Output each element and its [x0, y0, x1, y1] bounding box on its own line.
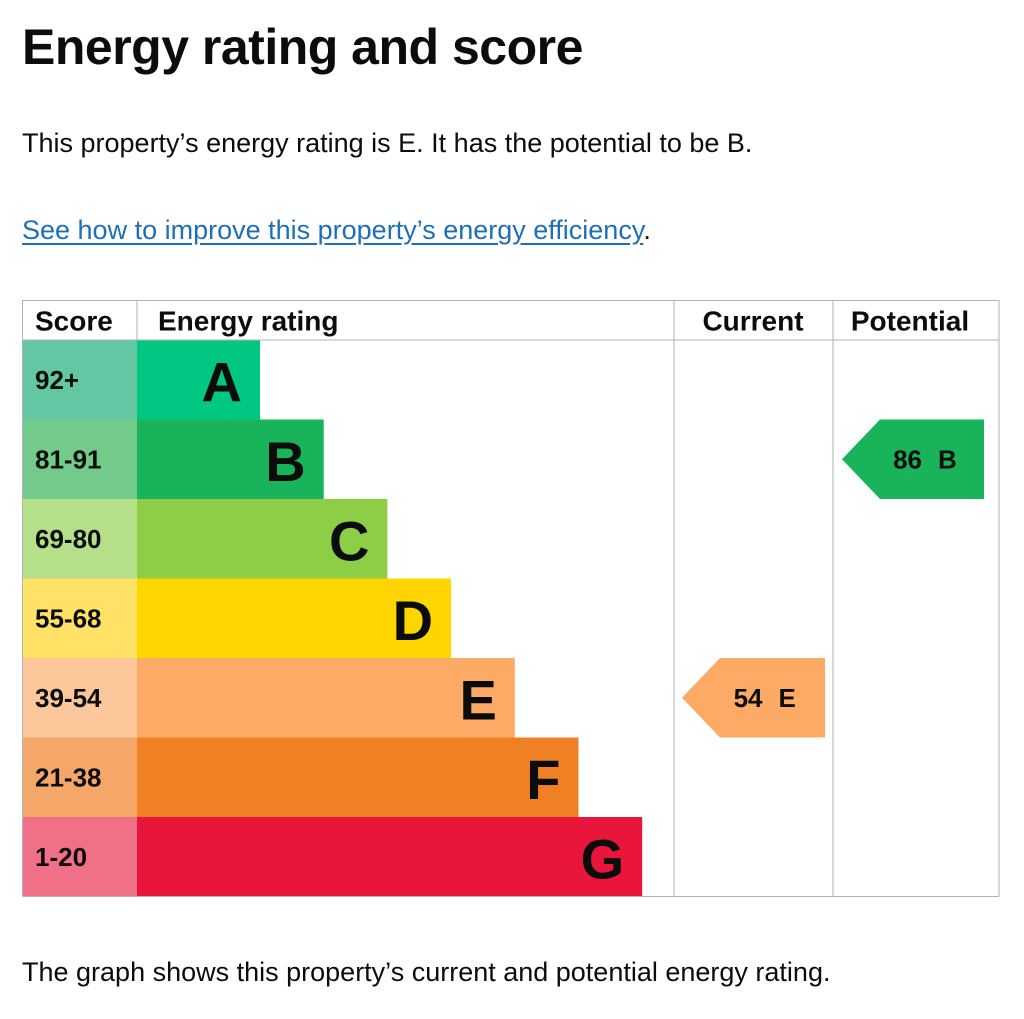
score-cell [22, 737, 137, 817]
potential-letter: B [938, 444, 957, 474]
rating-letter: D [393, 589, 433, 652]
link-line: See how to improve this property’s energ… [22, 215, 651, 246]
rating-bar [137, 578, 452, 658]
rating-letter: A [202, 350, 242, 413]
potential-score: 86 [893, 444, 922, 474]
rating-chart: Score Energy rating Current Potential 92+ A 81… [22, 300, 1000, 897]
score-range: 21-38 [35, 762, 102, 792]
summary: This property’s energy rating is E. It h… [22, 128, 753, 158]
improve-link[interactable]: See how to improve this property’s energ… [22, 215, 644, 245]
rating-letter: C [329, 509, 369, 572]
score-cell [22, 340, 137, 420]
rating-bar [137, 817, 643, 897]
column-header: Energy rating [158, 306, 338, 337]
footer-text: The graph shows this property’s current … [22, 957, 831, 987]
column-header: Current [702, 306, 803, 337]
score-cell [22, 419, 137, 499]
score-range: 1-20 [35, 842, 87, 872]
rating-bar [137, 737, 579, 817]
link-suffix: . [643, 215, 651, 245]
rating-letter: E [459, 668, 496, 731]
rating-bar [137, 658, 515, 738]
rating-letter: G [581, 827, 625, 890]
score-range: 55-68 [35, 603, 102, 633]
page-title: Energy rating and score [22, 19, 583, 75]
score-range: 92+ [35, 365, 79, 395]
score-cell [22, 578, 137, 658]
column-header: Score [35, 306, 113, 337]
current-score: 54 [734, 683, 763, 713]
current-arrow [682, 658, 825, 738]
column-header: Potential [851, 306, 969, 337]
score-range: 39-54 [35, 683, 102, 713]
score-cell [22, 499, 137, 579]
rating-bar [137, 340, 260, 420]
rating-bar [137, 499, 388, 579]
score-range: 81-91 [35, 444, 102, 474]
rating-bar [137, 419, 324, 499]
score-cell [22, 817, 137, 897]
rating-letter: B [265, 430, 305, 493]
score-range: 69-80 [35, 524, 102, 554]
score-cell [22, 658, 137, 738]
current-letter: E [779, 683, 796, 713]
rating-letter: F [526, 748, 560, 811]
potential-arrow [842, 419, 984, 499]
